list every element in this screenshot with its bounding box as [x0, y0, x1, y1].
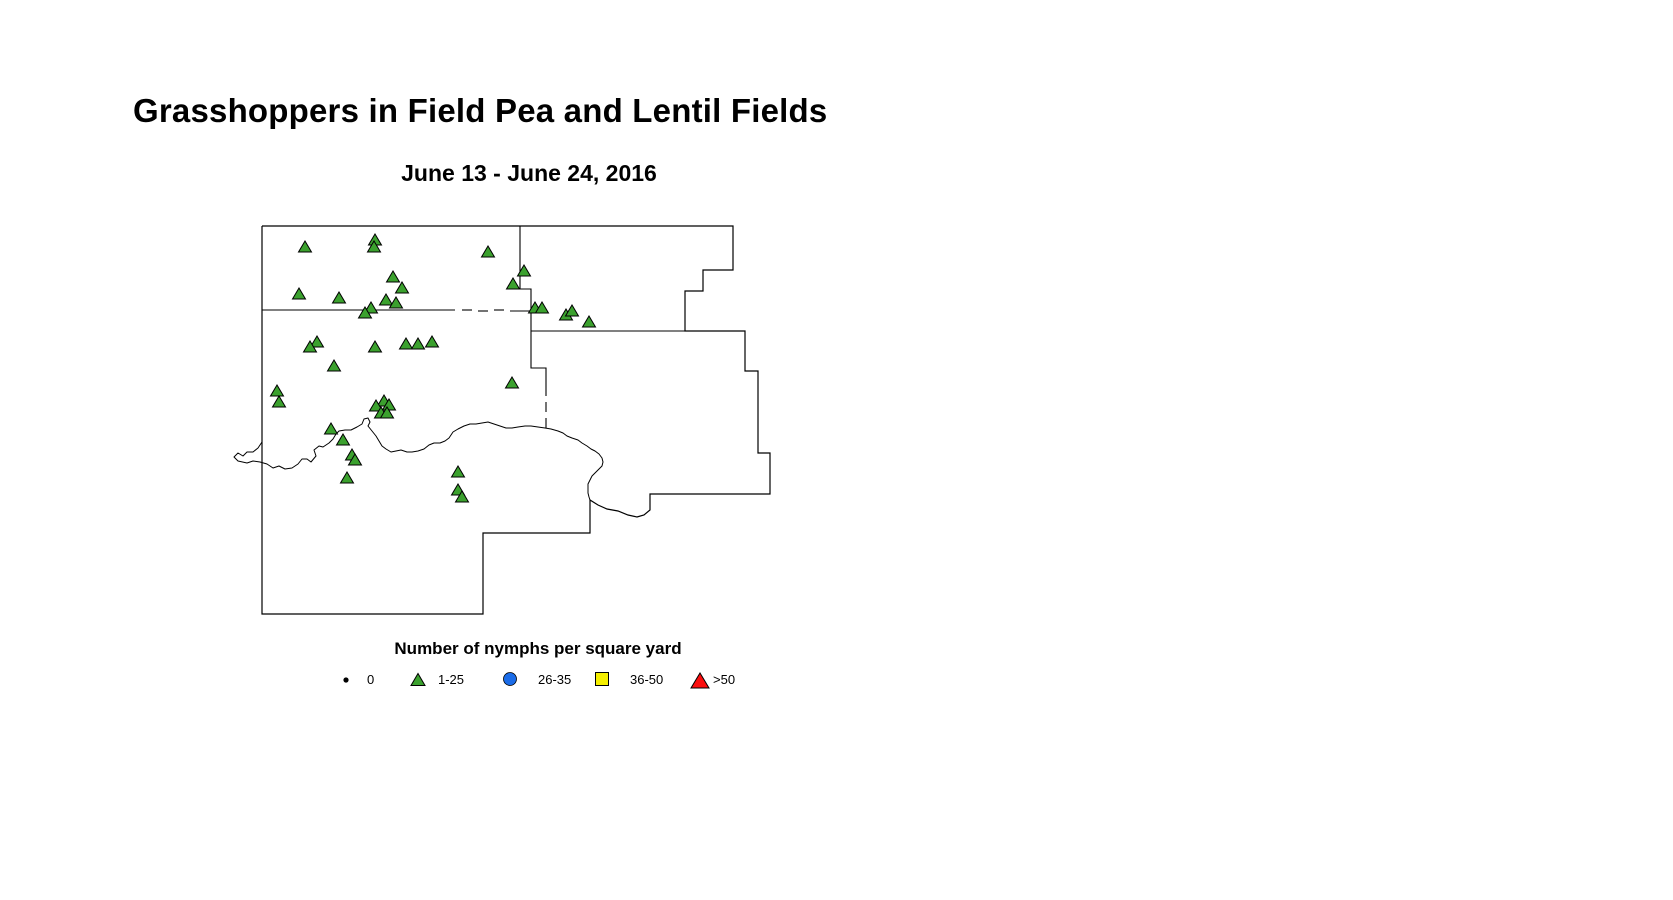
survey-site-marker — [450, 465, 466, 478]
legend-label-36-50: 36-50 — [630, 672, 664, 687]
survey-site-marker — [357, 306, 373, 319]
survey-site-marker — [339, 471, 355, 484]
county-interior-boundary — [519, 226, 547, 396]
survey-site-marker — [480, 245, 496, 258]
survey-site-marker — [323, 422, 339, 435]
survey-site-marker — [368, 399, 384, 412]
survey-site-marker — [410, 337, 426, 350]
survey-site-marker — [424, 335, 440, 348]
survey-site-marker — [398, 337, 414, 350]
river-boundary — [233, 417, 604, 501]
survey-site-marker — [302, 340, 318, 353]
county-outer-boundary — [261, 225, 771, 615]
survey-site-marker — [335, 433, 351, 446]
legend-label-26-35: 26-35 — [538, 672, 572, 687]
figure-title: Grasshoppers in Field Pea and Lentil Fie… — [133, 92, 828, 129]
survey-site-marker — [366, 240, 382, 253]
legend-title: Number of nymphs per square yard — [394, 639, 682, 658]
legend-label-1-25: 1-25 — [438, 672, 465, 687]
survey-site-marker — [347, 453, 363, 466]
survey-site-marker — [581, 315, 597, 328]
survey-site-marker — [291, 287, 307, 300]
survey-site-marker — [309, 335, 325, 348]
survey-site-marker — [388, 296, 404, 309]
survey-site-marker — [331, 291, 347, 304]
survey-site-marker — [326, 359, 342, 372]
survey-site-marker — [505, 277, 521, 290]
survey-site-marker — [534, 301, 550, 314]
survey-site-marker — [504, 376, 520, 389]
blue-circle-legend-icon — [503, 672, 517, 686]
survey-site-marker — [297, 240, 313, 253]
survey-site-marker — [385, 270, 401, 283]
survey-site-marker — [379, 406, 395, 419]
survey-site-marker — [363, 301, 379, 314]
figure-subtitle: June 13 - June 24, 2016 — [401, 160, 657, 186]
legend-label-gt50: >50 — [713, 672, 736, 687]
survey-site-marker — [516, 264, 532, 277]
legend-label-0: 0 — [367, 672, 375, 687]
dot-legend-icon — [343, 677, 349, 683]
survey-site-marker — [271, 395, 287, 408]
green-triangle-legend-icon — [410, 672, 426, 686]
survey-site-marker — [564, 304, 580, 317]
survey-site-marker — [367, 340, 383, 353]
survey-site-marker — [269, 384, 285, 397]
survey-site-marker — [378, 293, 394, 306]
survey-site-marker — [394, 281, 410, 294]
yellow-square-legend-icon — [595, 672, 609, 686]
survey-site-marker — [454, 490, 470, 503]
red-triangle-legend-icon — [690, 672, 710, 689]
